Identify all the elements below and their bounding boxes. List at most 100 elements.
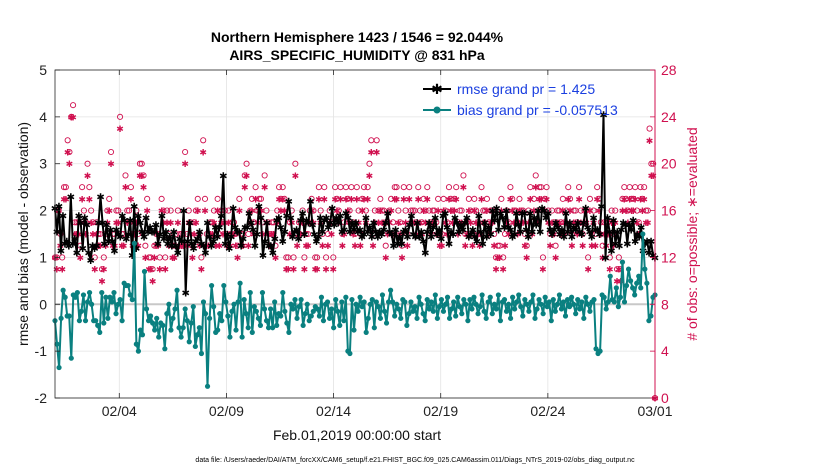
obs-possible-marker <box>281 195 288 202</box>
obs-evaluated-marker: ✱ <box>559 207 567 217</box>
obs-possible-marker <box>323 254 330 261</box>
rmse-point: ✱ <box>213 232 221 243</box>
bias-point <box>434 315 440 321</box>
obs-evaluated-marker: ✱ <box>304 242 312 252</box>
obs-possible-marker <box>536 184 543 191</box>
rmse-point: ✱ <box>508 232 516 243</box>
bias-point <box>308 313 314 319</box>
obs-possible-marker <box>395 207 402 214</box>
obs-evaluated-marker: ✱ <box>610 242 618 252</box>
obs-possible-marker <box>80 207 87 214</box>
obs-possible-marker <box>530 195 537 202</box>
obs-evaluated-marker: ✱ <box>543 195 551 205</box>
obs-possible-marker <box>138 160 145 167</box>
obs-possible-marker <box>543 184 550 191</box>
obs-possible-marker <box>635 219 642 226</box>
bias-point <box>133 341 139 347</box>
obs-possible-marker <box>480 207 487 214</box>
obs-evaluated-marker: ✱ <box>268 231 276 241</box>
bias-point <box>162 346 168 352</box>
obs-possible-marker <box>68 113 75 120</box>
bias-point <box>251 304 257 310</box>
bias-point <box>514 299 520 305</box>
obs-possible-marker <box>163 207 171 214</box>
bias-point <box>274 322 280 328</box>
rmse-point: ✱ <box>310 230 318 241</box>
rmse-point: ✱ <box>391 225 399 236</box>
rmse-point: ✱ <box>364 228 372 239</box>
obs-possible-marker <box>100 254 107 261</box>
obs-evaluated-marker: ✱ <box>217 219 225 229</box>
obs-possible-marker <box>182 148 189 156</box>
obs-evaluated-marker: ✱ <box>98 277 106 287</box>
bias-point <box>119 318 125 324</box>
rmse-point: ✱ <box>625 221 633 232</box>
obs-evaluated-marker: ✱ <box>246 219 254 229</box>
bias-point <box>223 299 229 305</box>
obs-possible-marker <box>373 137 380 144</box>
obs-evaluated-marker: ✱ <box>514 231 522 241</box>
rmse-point: ✱ <box>374 232 382 243</box>
bias-point <box>510 294 516 300</box>
obs-possible-marker <box>516 195 523 202</box>
obs-possible-marker <box>333 195 340 202</box>
obs-evaluated-marker: ✱ <box>116 125 124 135</box>
obs-evaluated-marker: ✱ <box>113 219 121 229</box>
bias-point <box>560 299 567 305</box>
bias-point <box>103 294 109 300</box>
obs-evaluated-marker: ✱ <box>393 195 401 205</box>
obs-evaluated-marker: ✱ <box>77 254 85 264</box>
bias-point <box>381 308 388 314</box>
rmse-point: ✱ <box>57 246 65 257</box>
bias-point <box>646 318 652 324</box>
rmse-point: ✱ <box>75 211 83 222</box>
bias-point <box>131 240 137 246</box>
obs-possible-marker <box>565 184 572 191</box>
bias-point <box>318 294 325 300</box>
obs-evaluated-marker: ✱ <box>64 149 72 159</box>
rmse-point: ✱ <box>637 223 645 234</box>
obs-possible-marker <box>62 184 69 191</box>
bias-point <box>603 306 609 312</box>
rmse-point: ✱ <box>263 218 271 229</box>
rmse-point: ✱ <box>185 218 193 229</box>
obs-evaluated-marker: ✱ <box>78 195 86 205</box>
bias-point <box>125 282 131 289</box>
obs-evaluated-marker: ✱ <box>440 207 448 217</box>
bias-point <box>320 318 327 324</box>
bias-point <box>86 289 93 296</box>
obs-evaluated-marker: ✱ <box>460 184 468 194</box>
bias-point <box>359 304 365 310</box>
bias-point <box>84 299 91 305</box>
obs-possible-marker <box>585 254 592 261</box>
bias-point <box>233 327 239 333</box>
rmse-point: ✱ <box>176 235 184 246</box>
rmse-point: ✱ <box>411 232 419 243</box>
obs-evaluated-marker: ✱ <box>586 207 594 217</box>
rmse-point: ✱ <box>431 214 439 225</box>
obs-evaluated-marker: ✱ <box>611 219 619 229</box>
rmse-point: ✱ <box>601 253 609 264</box>
obs-possible-marker <box>162 254 169 261</box>
obs-possible-marker <box>167 207 174 214</box>
rmse-point: ✱ <box>110 246 118 257</box>
rmse-point: ✱ <box>193 235 201 246</box>
bias-point <box>286 329 292 335</box>
rmse-point: ✱ <box>617 225 625 236</box>
bias-point <box>76 318 83 324</box>
obs-evaluated-marker: ✱ <box>333 207 341 217</box>
rmse-point: ✱ <box>619 218 627 229</box>
bias-point <box>145 318 152 324</box>
obs-possible-marker <box>451 195 458 202</box>
obs-possible-marker <box>492 254 500 261</box>
obs-evaluated-marker: ✱ <box>626 195 634 205</box>
bias-point <box>473 301 479 307</box>
obs-evaluated-marker: ✱ <box>189 254 197 264</box>
obs-possible-marker <box>89 219 97 226</box>
rmse-point: ✱ <box>589 214 597 225</box>
obs-evaluated-marker: ✱ <box>272 254 280 264</box>
obs-evaluated-marker: ✱ <box>158 207 166 217</box>
obs-evaluated-marker: ✱ <box>82 231 90 241</box>
bias-point <box>501 297 508 303</box>
obs-evaluated-marker: ✱ <box>646 137 654 147</box>
